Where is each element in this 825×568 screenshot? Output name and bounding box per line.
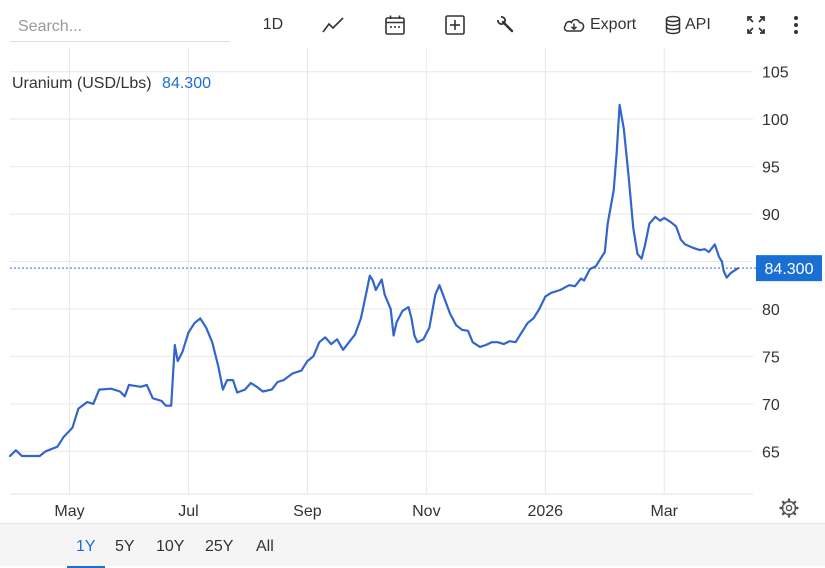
y-tick-label: 65 <box>762 444 780 461</box>
cloud-download-icon <box>563 18 585 32</box>
interval-button[interactable]: 1D <box>258 12 288 38</box>
api-button[interactable]: API <box>664 12 720 38</box>
search-input[interactable] <box>10 12 230 42</box>
y-tick-label: 100 <box>762 112 789 129</box>
date-range-button[interactable] <box>381 12 409 38</box>
api-label: API <box>685 16 711 33</box>
gear-icon <box>779 498 799 518</box>
y-tick-label: 70 <box>762 397 780 414</box>
x-tick-label: Jul <box>178 503 198 520</box>
y-tick-label: 80 <box>762 302 780 319</box>
instrument-name: Uranium (USD/Lbs) <box>12 75 152 92</box>
interval-label: 1D <box>262 16 284 33</box>
last-value-tag-bg <box>756 255 822 282</box>
export-button[interactable]: Export <box>562 12 644 38</box>
y-tick-label: 105 <box>762 65 789 82</box>
database-icon <box>665 15 681 35</box>
wrench-icon <box>497 16 514 33</box>
more-icon <box>794 16 798 34</box>
x-tick-label: 2026 <box>527 503 563 520</box>
chart-settings-button[interactable] <box>779 498 799 518</box>
y-tick-label: 90 <box>762 207 780 224</box>
chart-type-button[interactable] <box>318 12 348 38</box>
range-button-all[interactable]: All <box>256 538 274 555</box>
price-series-line <box>8 103 740 458</box>
range-selector-bar: 1Y 5Y 10Y 25Y All <box>0 523 825 568</box>
export-label: Export <box>590 16 637 33</box>
range-button-1y[interactable]: 1Y <box>67 534 104 568</box>
x-tick-label: May <box>54 503 84 520</box>
more-button[interactable] <box>786 12 806 38</box>
last-value-tag: 84.300 <box>756 255 822 282</box>
x-tick-label: Mar <box>650 503 678 520</box>
add-icon <box>445 15 465 35</box>
y-tick-label: 75 <box>762 349 780 366</box>
y-tick-label: 95 <box>762 160 780 177</box>
instrument-value: 84.300 <box>162 75 211 92</box>
range-button-5y[interactable]: 5Y <box>115 538 135 555</box>
x-tick-label: Nov <box>412 503 440 520</box>
line-chart-icon <box>322 17 344 33</box>
x-tick-label: Sep <box>293 503 322 520</box>
chart-title: Uranium (USD/Lbs) 84.300 <box>12 75 211 92</box>
range-button-10y[interactable]: 10Y <box>156 538 185 555</box>
fullscreen-icon <box>747 16 765 34</box>
last-value-label: 84.300 <box>765 261 814 278</box>
calendar-icon <box>385 15 405 35</box>
toolbar: 1D Exp <box>0 0 825 48</box>
compare-button[interactable] <box>441 12 469 38</box>
range-button-25y[interactable]: 25Y <box>205 538 234 555</box>
tools-button[interactable] <box>492 12 520 38</box>
fullscreen-button[interactable] <box>743 12 769 38</box>
